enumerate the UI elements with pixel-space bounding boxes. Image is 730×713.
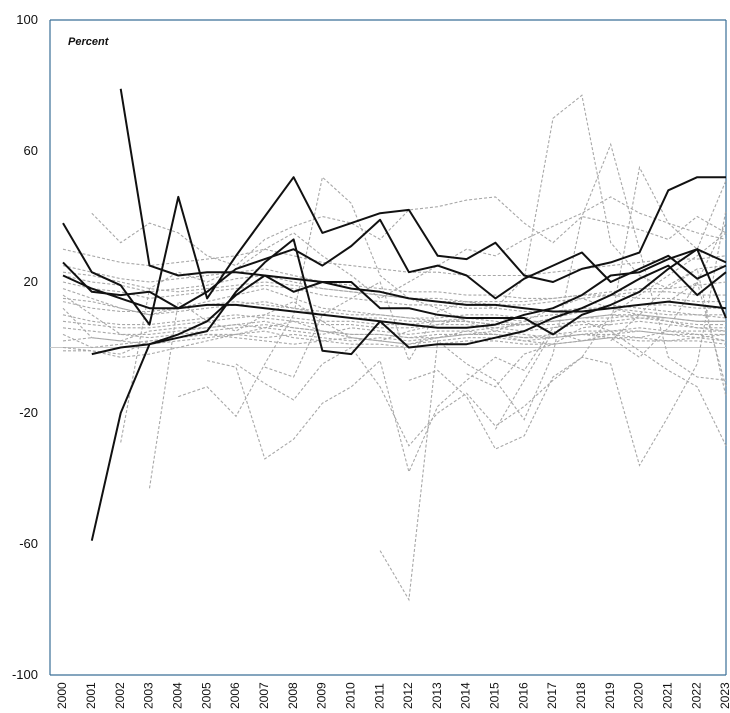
background-series-line [62,248,727,277]
x-tick-label: 2002 [113,682,127,709]
x-tick-label: 2010 [343,682,357,709]
x-tick-label: 2012 [401,682,415,709]
background-series-line [206,320,727,474]
highlighted-series-line [62,218,727,310]
background-series-line [379,142,727,602]
x-tick-label: 2015 [488,682,502,709]
x-tick-label: 2004 [170,682,184,709]
y-axis-tick-labels: 100 60 20 -20 -60 -100 [12,12,38,682]
x-tick-label: 2021 [661,682,675,709]
x-tick-label: 2020 [632,682,646,709]
x-axis-tick-labels: 2000 2001 2002 2003 2004 2005 2006 2007 2008 2009… [55,682,730,709]
background-series-line [264,94,727,378]
x-tick-label: 2023 [718,682,730,709]
background-series-line [667,281,727,387]
x-tick-label: 2006 [228,682,242,709]
x-tick-label: 2000 [55,682,69,709]
highlighted-series-line [62,248,727,329]
y-tick-label: 20 [24,274,38,289]
highlighted-series-line [62,176,726,326]
x-tick-label: 2003 [142,682,156,709]
x-tick-label: 2011 [372,683,386,709]
x-tick-label: 2016 [516,682,530,709]
x-tick-label: 2005 [199,682,213,709]
x-tick-label: 2007 [257,682,271,709]
x-tick-label: 2018 [574,682,588,709]
background-series-line [494,222,727,430]
x-tick-label: 2009 [315,682,329,709]
x-tick-label: 2022 [689,682,703,709]
x-tick-label: 2019 [603,682,617,709]
background-series-line [62,314,726,329]
background-series-line [62,274,726,306]
highlighted-series-line [90,238,727,541]
x-tick-label: 2001 [84,682,98,709]
highlighted-series-line [91,248,727,356]
highlighted-series-line [119,88,727,313]
background-series-line [408,209,727,467]
background-series-line [62,314,726,332]
background-series-line [91,196,727,267]
background-series-line [148,300,727,489]
background-series-line [235,232,727,447]
background-series-line [62,307,726,342]
unit-label: Percent [68,36,110,48]
background-series-line [62,330,727,349]
background-series-line [62,265,726,299]
x-tick-label: 2008 [286,682,300,709]
x-tick-label: 2014 [459,682,473,709]
background-series-line [178,176,727,418]
background-series-line [62,333,727,355]
background-series-line [63,320,727,358]
x-tick-label: 2017 [545,682,559,709]
background-series-line [466,165,727,388]
y-tick-label: -20 [19,405,38,420]
background-series-line [62,330,727,349]
y-tick-label: 60 [24,143,38,158]
x-tick-label: 2013 [430,682,444,709]
y-tick-label: 100 [16,12,38,27]
background-series-line [62,297,726,322]
highlighted-series-group [62,88,727,541]
y-tick-label: -60 [19,536,38,551]
y-tick-label: -100 [12,667,38,682]
background-series-line [610,268,727,397]
